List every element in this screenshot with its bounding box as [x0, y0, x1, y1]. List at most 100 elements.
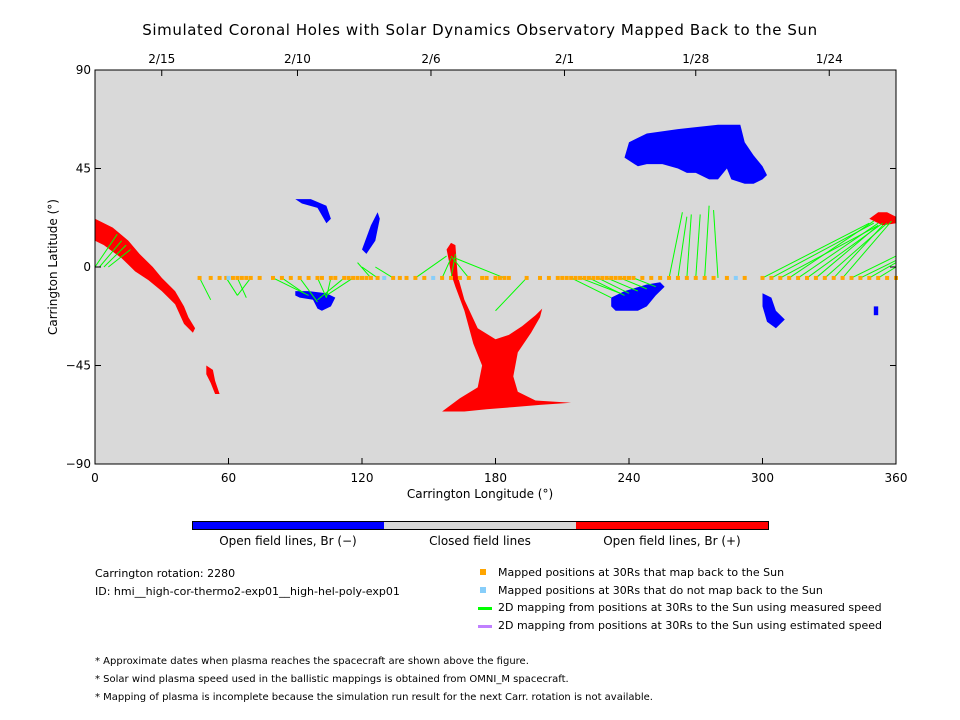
measured-mapping-line-12 — [325, 277, 332, 298]
colorbar-positive-fill — [576, 522, 768, 529]
mapped-position-8 — [248, 275, 253, 280]
mapped-position-56 — [604, 275, 609, 280]
mapped-position-70 — [702, 275, 707, 280]
footnote-3: * Mapping of plasma is incomplete becaus… — [95, 692, 653, 703]
measured-mapping-line-1 — [99, 240, 123, 268]
mapped-position-43 — [538, 275, 542, 280]
mapped-position-61 — [627, 275, 631, 280]
measured-mapping-line-40 — [788, 220, 875, 279]
x-tick-label-3: 180 — [484, 471, 507, 485]
mapped-position-82 — [831, 275, 836, 280]
mapped-position-11 — [279, 275, 284, 280]
measured-mapping-line-41 — [797, 222, 879, 279]
colorbar-label-negative: Open field lines, Br (−) — [219, 534, 357, 548]
unmapped-marker-icon — [480, 587, 486, 593]
measured-mapping-line-9 — [281, 277, 305, 294]
mapped-position-65 — [658, 275, 663, 280]
mapped-position-55 — [600, 275, 605, 280]
coronal-hole-positive-8 — [442, 242, 572, 412]
measured-mapping-line-22 — [455, 257, 505, 279]
mapped-position-32 — [440, 275, 445, 280]
mapped-position-64 — [649, 275, 654, 280]
mapped-position-34 — [457, 275, 462, 280]
mapped-position-23 — [360, 275, 364, 280]
measured-mapping-line-16 — [361, 266, 378, 279]
footnote-2: * Solar wind plasma speed used in the ba… — [95, 674, 569, 685]
mapped-position-47 — [564, 275, 569, 280]
mapped-position-87 — [876, 275, 881, 280]
measured-mapping-line-14 — [326, 277, 354, 296]
legend-measured-label: 2D mapping from positions at 30Rs to the… — [498, 601, 882, 614]
coronal-hole-positive-10 — [206, 365, 220, 394]
mapped-position-22 — [355, 275, 360, 280]
mapped-position-50 — [578, 275, 583, 280]
mapped-position-67 — [675, 275, 680, 280]
measured-mapping-line-37 — [762, 222, 870, 279]
legend-mapped-label: Mapped positions at 30Rs that map back t… — [498, 566, 785, 579]
mapped-position-24 — [364, 275, 369, 280]
x-axis-label: Carrington Longitude (°) — [406, 487, 554, 501]
mapped-position-38 — [493, 275, 498, 280]
measured-mapping-line-3 — [108, 249, 131, 268]
mapped-position-36 — [480, 275, 485, 280]
mapped-position-6 — [239, 275, 244, 280]
top-date-label-3: 2/1 — [555, 52, 574, 66]
measured-mapping-line-13 — [317, 277, 345, 301]
mapped-position-12 — [288, 275, 293, 280]
measured-mapping-line-26 — [588, 277, 625, 296]
colorbar-negative — [192, 521, 385, 530]
mapped-position-78 — [796, 275, 801, 280]
coronal-hole-negative-5 — [762, 293, 785, 329]
mapped-position-83 — [840, 275, 845, 280]
measured-mapping-line-25 — [579, 277, 621, 294]
mapped-position-9 — [257, 275, 262, 280]
mapped-position-40 — [502, 275, 507, 280]
mapped-position-19 — [342, 275, 347, 280]
mapped-position-58 — [613, 275, 618, 280]
unmapped-position-0 — [226, 275, 231, 280]
mapped-position-71 — [711, 275, 716, 280]
mapped-position-16 — [319, 275, 324, 280]
mapped-position-0 — [197, 275, 202, 280]
mapped-position-80 — [813, 275, 818, 280]
mapped-position-2 — [217, 275, 222, 280]
measured-mapping-line-46 — [842, 220, 892, 279]
mapped-position-75 — [769, 275, 774, 280]
mapped-position-54 — [595, 275, 600, 280]
colorbar-positive — [576, 521, 769, 530]
mapped-position-60 — [622, 275, 627, 280]
mapped-position-35 — [466, 275, 471, 280]
unmapped-position-1 — [382, 275, 387, 280]
mapped-position-13 — [297, 275, 302, 280]
measured-mapping-line-23 — [495, 277, 528, 312]
unmapped-position-3 — [733, 275, 738, 280]
measured-mapping-line-36 — [713, 210, 719, 278]
colorbar-label-closed: Closed field lines — [429, 534, 531, 548]
measured-mapping-line-35 — [704, 205, 710, 278]
mapped-position-29 — [404, 275, 409, 280]
measured-mapping-line-18 — [415, 255, 447, 279]
measured-line-icon — [478, 607, 492, 610]
legend-estimated-label: 2D mapping from positions at 30Rs to the… — [498, 619, 883, 632]
mapped-position-41 — [506, 275, 511, 280]
mapped-position-37 — [484, 275, 489, 280]
coronal-hole-positive-7 — [95, 218, 196, 333]
y-tick-label-2: 0 — [83, 260, 91, 274]
mapped-position-85 — [858, 275, 863, 280]
y-tick-label-3: 45 — [76, 162, 91, 176]
x-tick-label-0: 0 — [91, 471, 99, 485]
measured-mapping-line-34 — [695, 214, 701, 278]
mapped-position-46 — [560, 275, 565, 280]
mapped-position-30 — [413, 275, 418, 280]
estimated-line-icon — [478, 625, 492, 628]
coronal-hole-positive-9 — [869, 212, 896, 226]
mapped-position-76 — [778, 275, 783, 280]
measured-mapping-line-30 — [633, 277, 656, 288]
mapped-position-51 — [582, 275, 587, 280]
mapped-position-10 — [271, 275, 275, 280]
mapped-position-63 — [640, 275, 645, 280]
colorbar-closed — [384, 521, 576, 530]
mapped-position-26 — [375, 275, 380, 280]
measured-mapping-line-33 — [686, 214, 692, 278]
